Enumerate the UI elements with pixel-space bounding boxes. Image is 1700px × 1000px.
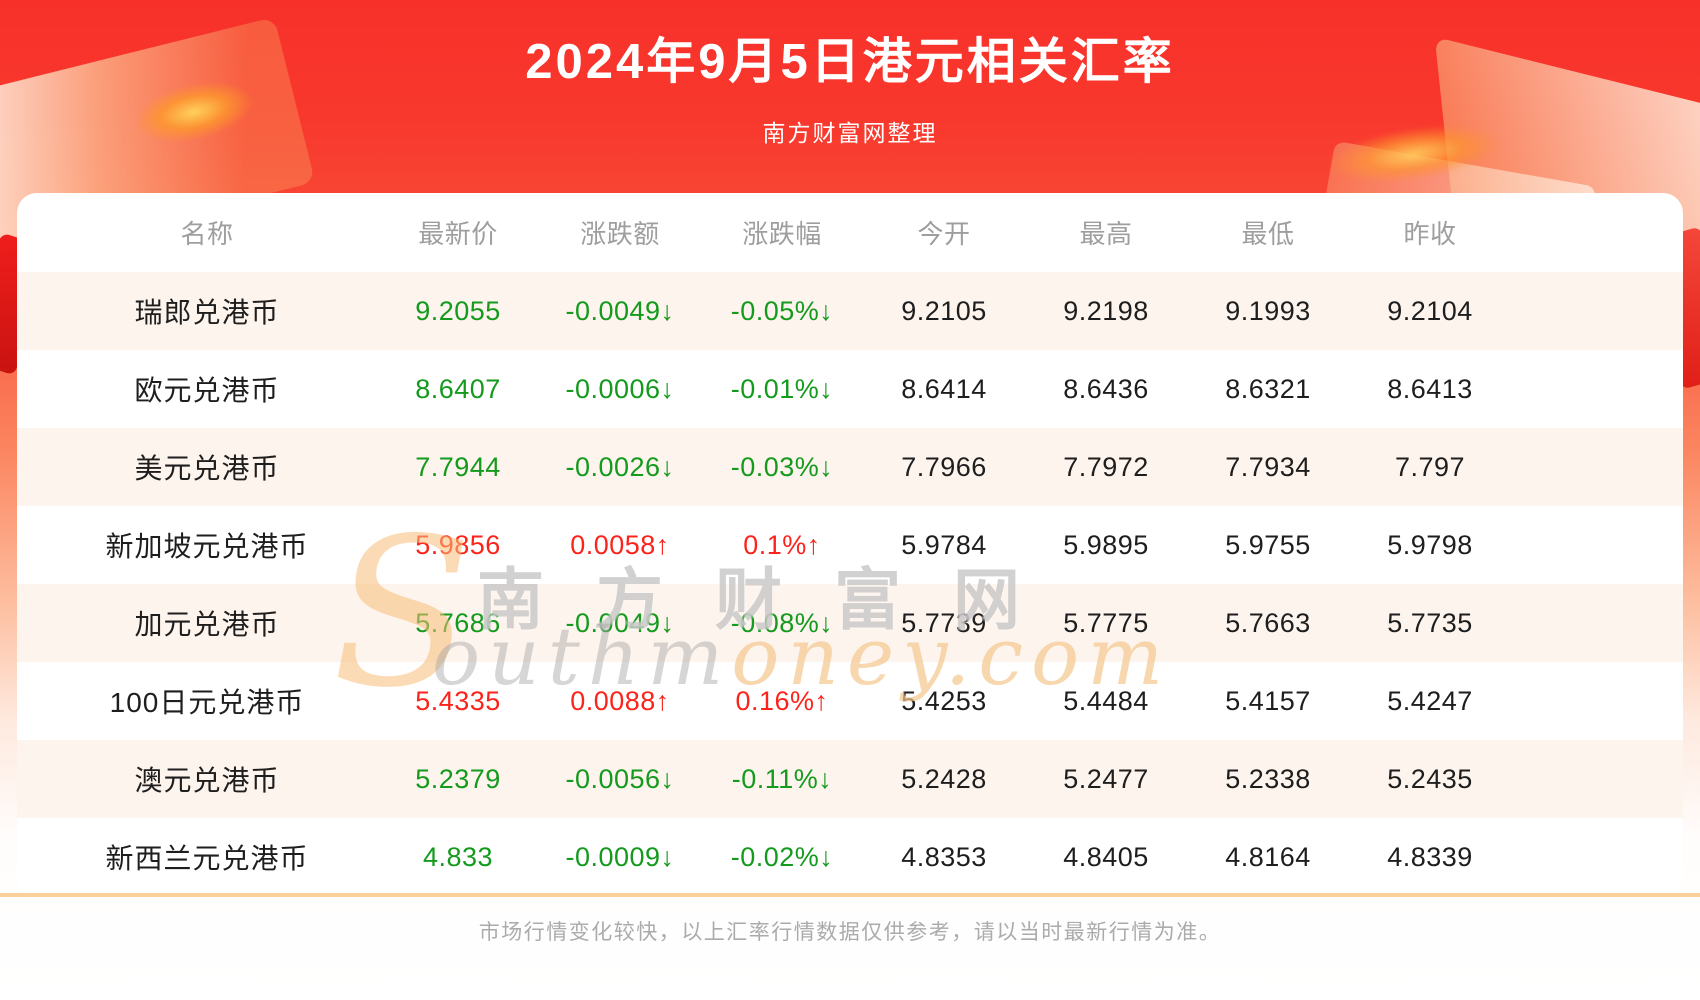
- latest-price-cell: 8.6407: [415, 373, 501, 404]
- change-percent-cell: -0.01%↓: [730, 373, 834, 404]
- table-body: 瑞郎兑港币 9.2055 -0.0049↓ -0.05%↓ 9.2105 9.2…: [17, 272, 1683, 896]
- column-header-name: 名称: [180, 219, 234, 249]
- change-percent-cell: -0.02%↓: [730, 841, 834, 872]
- change-amount-cell: -0.0009↓: [565, 841, 675, 872]
- currency-name-cell: 美元兑港币: [134, 453, 280, 484]
- low-price-cell: 8.6321: [1225, 373, 1311, 404]
- currency-name-cell: 欧元兑港币: [134, 375, 280, 406]
- prev-close-price-cell: 5.9798: [1387, 529, 1473, 560]
- currency-name-cell: 新加坡元兑港币: [105, 531, 309, 562]
- change-percent-cell: -0.03%↓: [730, 451, 834, 482]
- high-price-cell: 5.4484: [1063, 685, 1149, 716]
- change-amount-cell: 0.0058↑: [570, 529, 670, 560]
- column-header-open: 今开: [917, 219, 971, 249]
- change-amount-cell: -0.0026↓: [565, 451, 675, 482]
- currency-name-cell: 新西兰元兑港币: [105, 843, 309, 874]
- prev-close-price-cell: 5.7735: [1387, 607, 1473, 638]
- currency-name-cell: 瑞郎兑港币: [134, 297, 280, 328]
- footer-divider: [0, 893, 1700, 897]
- high-price-cell: 4.8405: [1063, 841, 1149, 872]
- low-price-cell: 5.9755: [1225, 529, 1311, 560]
- latest-price-cell: 5.7686: [415, 607, 501, 638]
- change-percent-cell: -0.11%↓: [731, 763, 833, 794]
- change-percent-cell: 0.16%↑: [735, 685, 829, 716]
- table-row: 加元兑港币 5.7686 -0.0049↓ -0.08%↓ 5.7739 5.7…: [17, 584, 1683, 662]
- high-price-cell: 5.7775: [1063, 607, 1149, 638]
- latest-price-cell: 7.7944: [415, 451, 501, 482]
- column-header-high: 最高: [1079, 219, 1133, 249]
- prev-close-price-cell: 9.2104: [1387, 295, 1473, 326]
- high-price-cell: 5.9895: [1063, 529, 1149, 560]
- change-amount-cell: -0.0049↓: [565, 295, 675, 326]
- latest-price-cell: 4.833: [422, 841, 494, 872]
- open-price-cell: 5.9784: [901, 529, 987, 560]
- open-price-cell: 7.7966: [901, 451, 987, 482]
- open-price-cell: 5.4253: [901, 685, 987, 716]
- prev-close-price-cell: 7.797: [1394, 451, 1466, 482]
- latest-price-cell: 5.9856: [415, 529, 501, 560]
- high-price-cell: 5.2477: [1063, 763, 1149, 794]
- low-price-cell: 5.2338: [1225, 763, 1311, 794]
- currency-name-cell: 100日元兑港币: [109, 687, 305, 718]
- footer-note: 市场行情变化较快，以上汇率行情数据仅供参考，请以当时最新行情为准。: [478, 921, 1222, 944]
- latest-price-cell: 9.2055: [415, 295, 501, 326]
- prev-close-price-cell: 5.2435: [1387, 763, 1473, 794]
- open-price-cell: 5.7739: [901, 607, 987, 638]
- table-row: 美元兑港币 7.7944 -0.0026↓ -0.03%↓ 7.7966 7.7…: [17, 428, 1683, 506]
- low-price-cell: 7.7934: [1225, 451, 1311, 482]
- column-header-low: 最低: [1241, 219, 1295, 249]
- table-row: 100日元兑港币 5.4335 0.0088↑ 0.16%↑ 5.4253 5.…: [17, 662, 1683, 740]
- table-header-row: 名称 最新价 涨跌额 涨跌幅 今开 最高 最低 昨收: [17, 193, 1683, 272]
- high-price-cell: 7.7972: [1063, 451, 1149, 482]
- column-header-change: 涨跌额: [580, 219, 660, 249]
- table-row: 瑞郎兑港币 9.2055 -0.0049↓ -0.05%↓ 9.2105 9.2…: [17, 272, 1683, 350]
- prev-close-price-cell: 5.4247: [1387, 685, 1473, 716]
- low-price-cell: 4.8164: [1225, 841, 1311, 872]
- low-price-cell: 5.4157: [1225, 685, 1311, 716]
- open-price-cell: 4.8353: [901, 841, 987, 872]
- column-header-prev-close: 昨收: [1403, 219, 1457, 249]
- change-amount-cell: 0.0088↑: [570, 685, 670, 716]
- high-price-cell: 9.2198: [1063, 295, 1149, 326]
- low-price-cell: 9.1993: [1225, 295, 1311, 326]
- currency-name-cell: 澳元兑港币: [134, 765, 280, 796]
- rates-table-card: 名称 最新价 涨跌额 涨跌幅 今开 最高 最低 昨收 瑞郎兑港币 9.2055 …: [17, 193, 1683, 896]
- column-header-latest: 最新价: [418, 219, 498, 249]
- high-price-cell: 8.6436: [1063, 373, 1149, 404]
- column-header-change-pct: 涨跌幅: [742, 219, 822, 249]
- open-price-cell: 8.6414: [901, 373, 987, 404]
- prev-close-price-cell: 8.6413: [1387, 373, 1473, 404]
- table-row: 新西兰元兑港币 4.833 -0.0009↓ -0.02%↓ 4.8353 4.…: [17, 818, 1683, 896]
- open-price-cell: 5.2428: [901, 763, 987, 794]
- change-percent-cell: -0.08%↓: [730, 607, 834, 638]
- latest-price-cell: 5.2379: [415, 763, 501, 794]
- table-row: 新加坡元兑港币 5.9856 0.0058↑ 0.1%↑ 5.9784 5.98…: [17, 506, 1683, 584]
- prev-close-price-cell: 4.8339: [1387, 841, 1473, 872]
- table-row: 澳元兑港币 5.2379 -0.0056↓ -0.11%↓ 5.2428 5.2…: [17, 740, 1683, 818]
- change-percent-cell: -0.05%↓: [730, 295, 834, 326]
- change-amount-cell: -0.0049↓: [565, 607, 675, 638]
- latest-price-cell: 5.4335: [415, 685, 501, 716]
- page-subtitle: 南方财富网整理: [762, 120, 938, 146]
- table-row: 欧元兑港币 8.6407 -0.0006↓ -0.01%↓ 8.6414 8.6…: [17, 350, 1683, 428]
- open-price-cell: 9.2105: [901, 295, 987, 326]
- low-price-cell: 5.7663: [1225, 607, 1311, 638]
- change-amount-cell: -0.0056↓: [565, 763, 675, 794]
- change-amount-cell: -0.0006↓: [565, 373, 675, 404]
- change-percent-cell: 0.1%↑: [743, 529, 821, 560]
- currency-name-cell: 加元兑港币: [134, 609, 280, 640]
- page-title: 2024年9月5日港元相关汇率: [525, 35, 1175, 89]
